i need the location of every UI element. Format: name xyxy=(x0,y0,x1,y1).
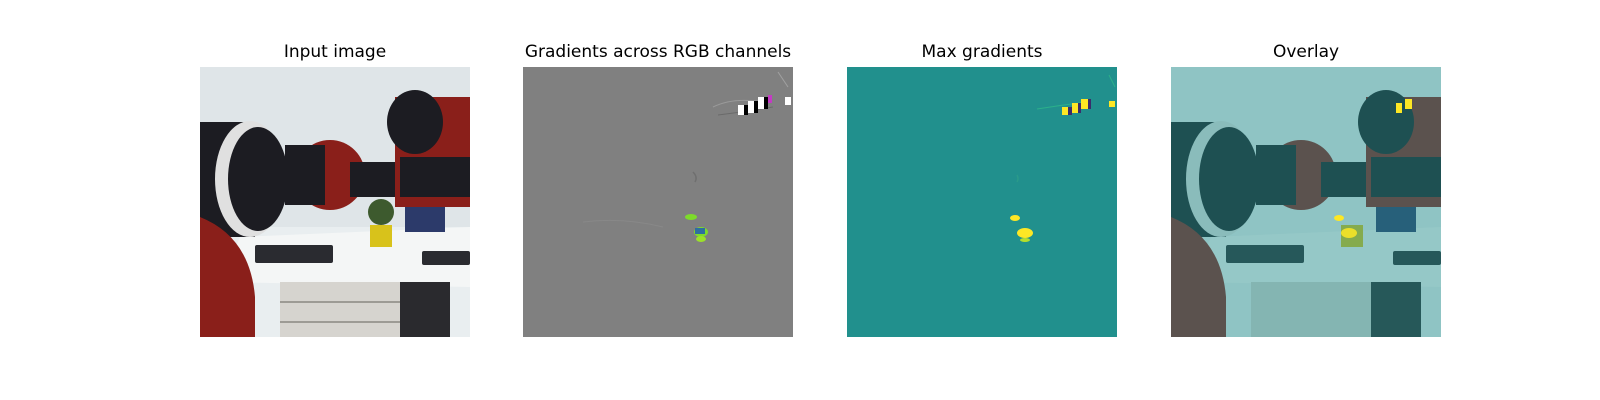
panel-title-max-gradients: Max gradients xyxy=(921,42,1043,62)
max-gradients-image xyxy=(847,67,1117,337)
panel-title-overlay: Overlay xyxy=(1272,42,1340,62)
input-image xyxy=(200,67,470,337)
overlay-image xyxy=(1171,67,1441,337)
panel-title-input-image: Input image xyxy=(283,42,387,62)
panel-title-rgb-gradients: Gradients across RGB channels xyxy=(524,42,792,62)
rgb-gradients-image xyxy=(523,67,793,337)
